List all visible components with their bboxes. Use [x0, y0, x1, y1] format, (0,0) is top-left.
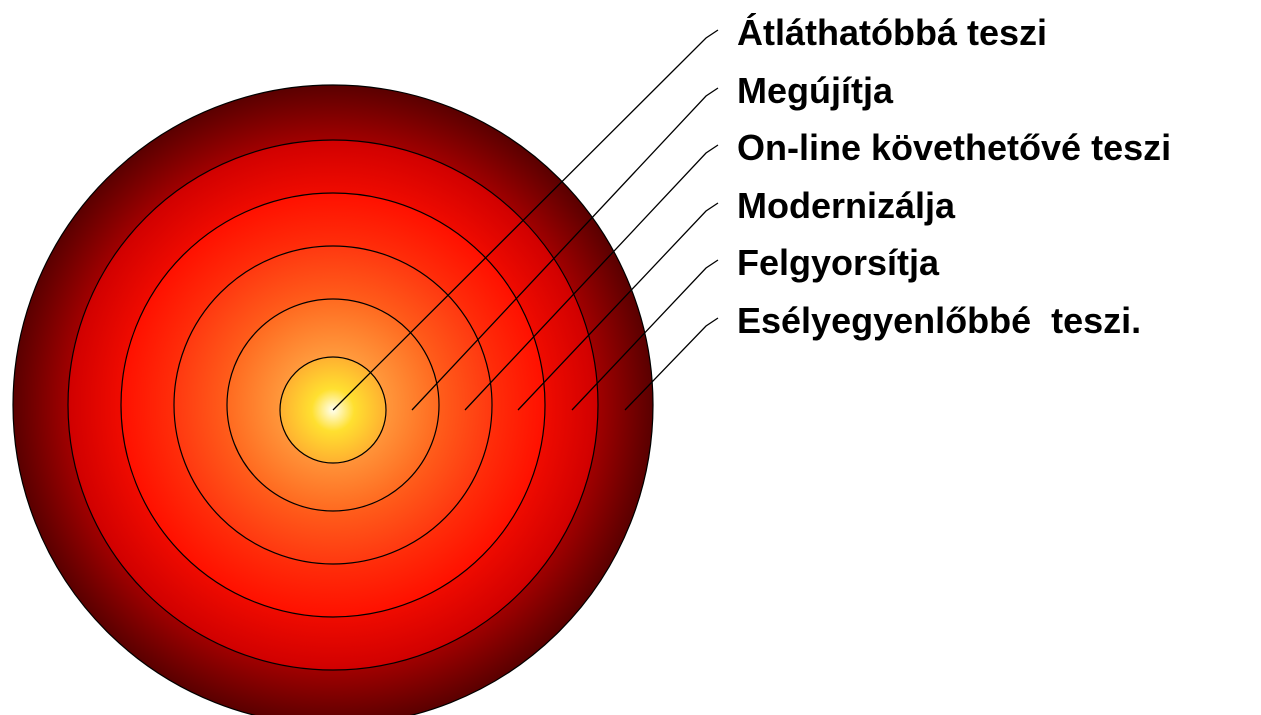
leader-line [464, 144, 719, 411]
labels: Átláthatóbbá teszi Megújítja On-line köv… [737, 12, 1171, 341]
leader-line [411, 87, 719, 411]
leader-lines [332, 29, 719, 411]
label: Felgyorsítja [737, 242, 940, 283]
label: Megújítja [737, 70, 894, 111]
label: Modernizálja [737, 185, 956, 226]
label: Esélyegyenlőbbé teszi. [737, 300, 1141, 341]
label: On-line követhetővé teszi [737, 127, 1171, 168]
leader-line [624, 317, 719, 411]
leader-line [571, 259, 719, 411]
rings [12, 84, 654, 715]
leader-line [332, 29, 719, 411]
label: Átláthatóbbá teszi [737, 12, 1047, 53]
leader-line [517, 202, 719, 411]
